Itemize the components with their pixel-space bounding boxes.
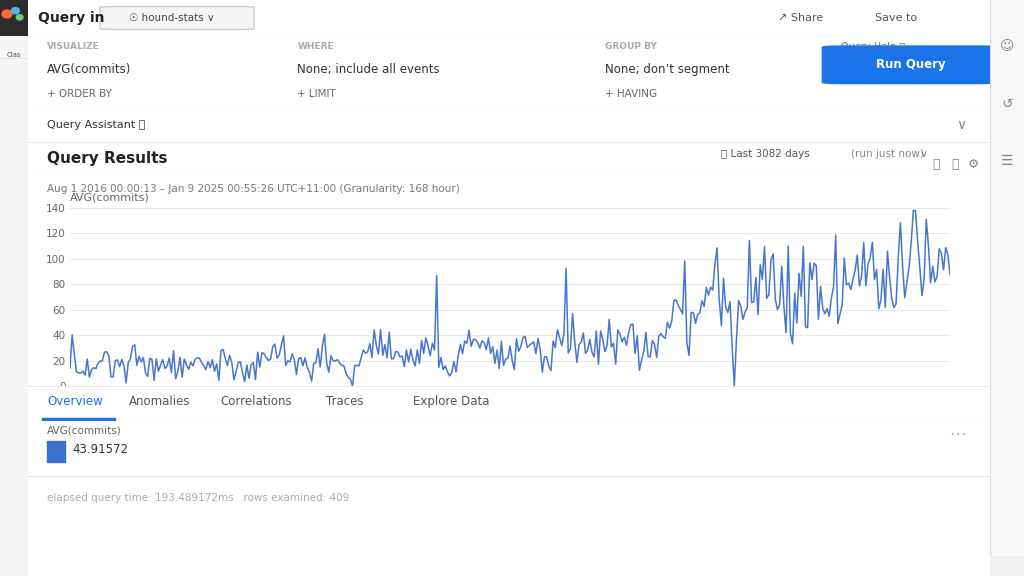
Text: ∨: ∨ [955,118,966,132]
Text: None; don’t segment: None; don’t segment [605,63,730,77]
Text: None; include all events: None; include all events [297,63,440,77]
Text: Clas: Clas [7,52,22,58]
Text: Save to: Save to [874,13,916,23]
FancyBboxPatch shape [100,6,254,29]
Text: elapsed query time: 193.489172ms   rows examined: 409: elapsed query time: 193.489172ms rows ex… [47,493,349,503]
Text: ☺: ☺ [999,39,1014,53]
Text: ∨: ∨ [920,149,928,159]
Text: ⚙: ⚙ [968,158,979,170]
Text: ↺: ↺ [1001,97,1013,111]
Text: Aug 1 2016 00:00:13 – Jan 9 2025 00:55:26 UTC+11:00 (Granularity: 168 hour): Aug 1 2016 00:00:13 – Jan 9 2025 00:55:2… [47,184,460,195]
Text: Traces: Traces [327,395,364,408]
Text: AVG(commits): AVG(commits) [70,193,150,203]
Bar [47,441,65,463]
Text: ↗ Share: ↗ Share [778,13,823,23]
Text: Query Assistant ⓘ: Query Assistant ⓘ [47,120,145,130]
Text: Anomalies: Anomalies [129,395,190,408]
Text: 43.91572: 43.91572 [73,443,128,456]
Text: + ORDER BY: + ORDER BY [47,89,112,100]
Text: ☰: ☰ [1000,154,1014,168]
Text: AVG(commits): AVG(commits) [47,63,132,77]
Bar [42,418,115,421]
Text: ⋯: ⋯ [949,426,966,444]
Text: Query Help ⓘ ⋯: Query Help ⓘ ⋯ [841,42,918,52]
Text: ☉ hound-stats ∨: ☉ hound-stats ∨ [129,13,215,23]
Text: 🕐 Last 3082 days: 🕐 Last 3082 days [721,149,809,159]
Circle shape [2,10,12,18]
Text: Overview: Overview [47,395,103,408]
Text: Correlations: Correlations [220,395,292,408]
Text: ⧉: ⧉ [932,158,940,170]
Text: GROUP BY: GROUP BY [605,42,657,51]
Text: + LIMIT: + LIMIT [297,89,336,100]
Text: Run Query: Run Query [877,58,946,71]
Text: WHERE: WHERE [297,42,334,51]
Circle shape [16,14,23,20]
Text: ⤓: ⤓ [951,158,959,170]
Text: Explore Data: Explore Data [413,395,489,408]
Text: Query in: Query in [38,11,104,25]
Text: (run just now): (run just now) [851,149,924,159]
Circle shape [11,7,19,14]
Text: VISUALIZE: VISUALIZE [47,42,100,51]
Text: AVG(commits): AVG(commits) [47,426,122,435]
Text: + HAVING: + HAVING [605,89,657,100]
Text: Query Results: Query Results [47,151,168,166]
FancyBboxPatch shape [821,46,999,84]
